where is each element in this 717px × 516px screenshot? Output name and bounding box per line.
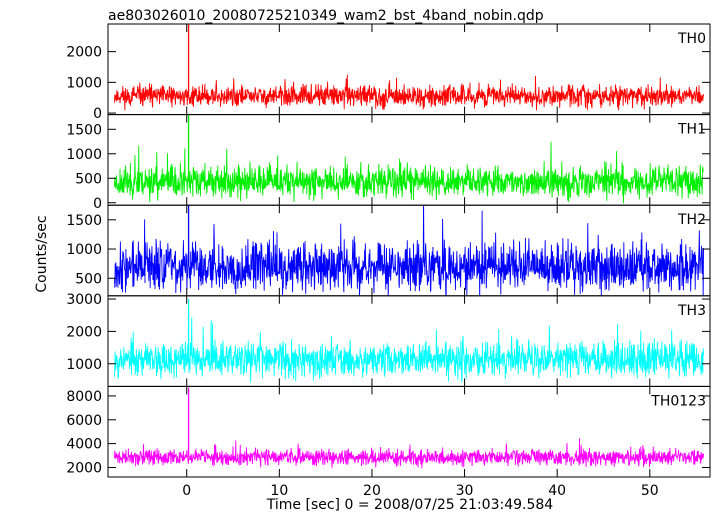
y-tick-label: 2000 [66,460,102,476]
series-line-th2 [114,205,704,296]
y-tick-label: 1000 [66,242,102,258]
x-tick-label: 50 [641,483,659,499]
panel-label: TH1 [677,122,706,138]
x-axis-label: Time [sec] 0 = 2008/07/25 21:03:49.584 [266,497,554,513]
y-tick-label: 3000 [66,292,102,308]
x-tick-label: 0 [182,483,191,499]
panel-frame [107,385,711,478]
y-tick-label: 2000 [66,45,102,61]
y-tick-label: 2000 [66,324,102,340]
y-tick-label: 500 [75,271,102,287]
x-tick-label: 30 [456,483,474,499]
x-tick-label: 20 [363,483,381,499]
y-tick-label: 0 [93,106,102,122]
y-tick-label: 1000 [66,357,102,373]
panel-th0123: 2000 4000 6000 8000 TH0123 [66,385,711,478]
y-tick-label: 6000 [66,413,102,429]
series-line-th1 [114,141,704,204]
x-tick-label: 10 [270,483,288,499]
panel-th3: 1000 2000 3000 TH3 [66,292,711,387]
x-tick-label: 40 [548,483,566,499]
panel-frame [107,295,711,387]
chart-title: ae803026010_20080725210349_wam2_bst_4ban… [108,8,544,24]
panel-th1: 0 500 1000 1500 TH1 [66,114,711,212]
panel-label: TH3 [677,303,706,319]
panel-th0: 0 1000 2000 TH0 [66,23,711,122]
panel-th2: 500 1000 1500 TH2 [66,204,711,297]
series-line-th3 [114,317,704,383]
y-tick-label: 1500 [66,122,102,138]
y-tick-label: 0 [93,196,102,212]
y-tick-label: 500 [75,171,102,187]
y-tick-label: 4000 [66,437,102,453]
panel-label: TH0 [677,31,706,47]
y-tick-label: 1000 [66,75,102,91]
panel-label: TH2 [677,212,706,228]
panel-label: TH0123 [650,393,706,409]
series-line-th0 [114,74,704,111]
series-line-th0123 [114,438,704,469]
y-axis-label: Counts/sec [34,215,50,292]
y-tick-label: 1000 [66,147,102,163]
y-tick-label: 8000 [66,389,102,405]
y-tick-label: 1500 [66,213,102,229]
